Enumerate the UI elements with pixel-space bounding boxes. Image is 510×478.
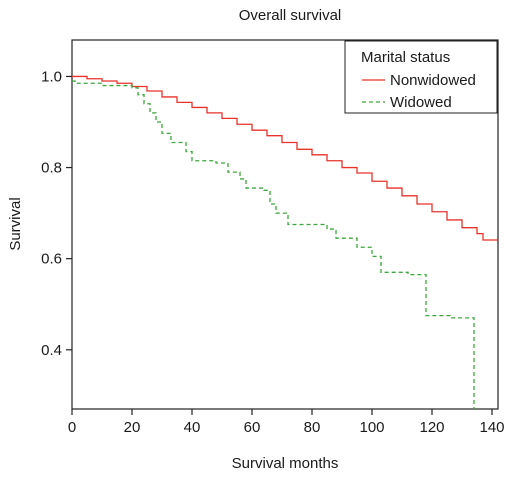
x-tick-label: 120: [419, 419, 444, 436]
y-axis: 0.4 0.6 0.8 1.0: [41, 68, 72, 359]
x-tick-label: 60: [244, 419, 261, 436]
x-tick-label: 0: [68, 419, 76, 436]
x-axis-label: Survival months: [232, 455, 339, 472]
chart-title: Overall survival: [239, 7, 342, 24]
x-tick-label: 140: [479, 419, 504, 436]
y-tick-label: 0.6: [41, 251, 62, 268]
x-tick-label: 100: [359, 419, 384, 436]
legend-title: Marital status: [361, 49, 450, 66]
series-line-nonwidowed: [72, 75, 498, 241]
y-tick-label: 1.0: [41, 68, 62, 85]
plot-frame: [71, 39, 499, 410]
x-axis: 0 20 40 60 80 100 120 140: [68, 409, 505, 436]
legend: Marital status Nonwidowed Widowed: [344, 40, 498, 114]
x-tick-label: 80: [304, 419, 321, 436]
legend-label-widowed: Widowed: [390, 94, 452, 111]
legend-box: [344, 40, 498, 114]
x-tick-label: 20: [124, 419, 141, 436]
legend-label-nonwidowed: Nonwidowed: [390, 72, 476, 89]
y-tick-label: 0.8: [41, 160, 62, 177]
series-layer: [72, 75, 498, 409]
x-tick-label: 40: [184, 419, 201, 436]
y-tick-label: 0.4: [41, 342, 62, 359]
series-line-widowed: [72, 80, 475, 409]
y-axis-label: Survival: [7, 197, 24, 250]
